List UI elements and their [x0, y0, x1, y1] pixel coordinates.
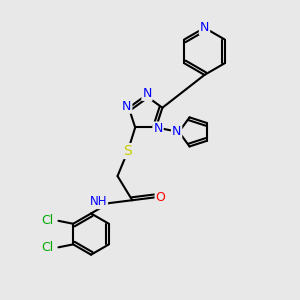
- Text: N: N: [200, 21, 209, 34]
- Text: N: N: [172, 125, 181, 138]
- Text: N: N: [153, 122, 163, 136]
- Text: NH: NH: [90, 195, 107, 208]
- Text: O: O: [156, 191, 166, 204]
- Text: N: N: [142, 87, 152, 100]
- Text: N: N: [122, 100, 131, 113]
- Text: S: S: [124, 144, 132, 158]
- Text: Cl: Cl: [41, 241, 53, 254]
- Text: Cl: Cl: [41, 214, 53, 227]
